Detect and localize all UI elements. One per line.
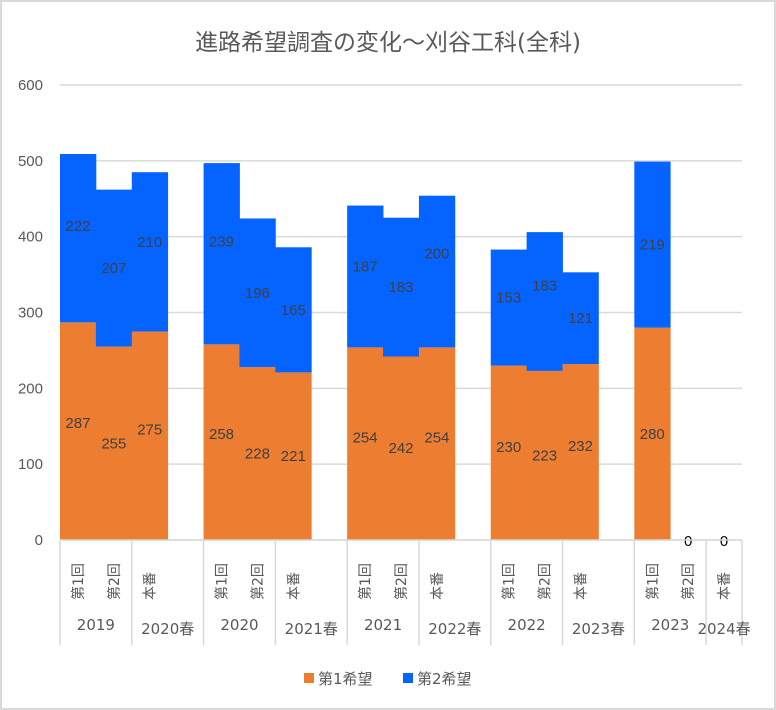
group-label: 2019 [77, 616, 115, 634]
bar-series-2[interactable] [239, 218, 276, 368]
bar-series-1[interactable] [418, 347, 456, 540]
y-tick-label: 200 [18, 380, 43, 397]
data-label-series-2: 196 [245, 285, 270, 302]
bar-series-1[interactable] [347, 347, 384, 540]
group-label: 2021 [364, 616, 402, 634]
y-tick-label: 300 [18, 305, 43, 322]
bar-series-1[interactable] [490, 365, 528, 540]
bar-series-2[interactable] [634, 161, 671, 328]
bars [60, 154, 671, 540]
data-label-series-2: 200 [424, 246, 449, 263]
category-label: 本番 [286, 572, 302, 600]
y-tick-label: 500 [18, 153, 43, 170]
data-label-series-1: 275 [137, 422, 162, 439]
bar-series-1[interactable] [275, 372, 312, 540]
bar-series-1[interactable] [526, 370, 563, 540]
data-label-series-1: 258 [209, 426, 234, 443]
legend-label-series-2: 第2希望 [417, 670, 472, 688]
bar-series-2[interactable] [275, 247, 312, 373]
bar-series-2[interactable] [203, 163, 240, 345]
data-label-series-2: 239 [209, 234, 234, 251]
data-label-series-2: 165 [281, 302, 306, 319]
data-label-series-1: 255 [101, 435, 126, 452]
group-label: 2021春 [285, 620, 338, 638]
legend: 第1希望 第2希望 [304, 670, 472, 688]
legend-item-series-2[interactable]: 第2希望 [403, 670, 472, 688]
category-label: 第1回 [357, 563, 374, 600]
data-label-series-2: 183 [388, 279, 413, 296]
category-label: 第2回 [249, 563, 266, 600]
data-label-series-1: 223 [532, 447, 557, 464]
bar-series-2[interactable] [490, 249, 528, 366]
bar-series-2[interactable] [562, 272, 599, 365]
data-label-series-2: 210 [137, 234, 162, 251]
category-label: 第2回 [680, 563, 697, 600]
legend-label-series-1: 第1希望 [318, 670, 373, 688]
bar-series-1[interactable] [95, 346, 133, 540]
data-label-series-2: 207 [101, 260, 126, 277]
category-label: 第2回 [393, 563, 410, 600]
data-label-series-2: 219 [640, 237, 665, 254]
category-label: 第2回 [106, 563, 123, 600]
data-label-series-1: 254 [424, 430, 449, 447]
category-label: 第2回 [537, 563, 554, 600]
group-label: 2023 [651, 616, 689, 634]
data-label-series-1: 287 [65, 415, 90, 432]
data-label-series-1: 232 [568, 438, 593, 455]
category-label: 第1回 [644, 563, 661, 600]
data-label-series-1: 221 [281, 448, 306, 465]
bar-series-2[interactable] [418, 195, 456, 348]
bar-series-1[interactable] [634, 327, 671, 540]
bar-series-1[interactable] [60, 322, 97, 540]
category-label: 本番 [573, 572, 589, 600]
y-tick-label: 100 [18, 456, 43, 473]
data-labels: 287 222 255 207 275 210 258 239 228 196 221 165 254 1… [65, 218, 728, 550]
data-label-series-1: 242 [388, 440, 413, 457]
data-label-series-1: 280 [640, 426, 665, 443]
category-label: 第1回 [501, 563, 518, 600]
y-axis: 0 100 200 300 400 500 600 [18, 77, 43, 549]
legend-swatch-series-2 [403, 673, 413, 683]
y-tick-label: 400 [18, 229, 43, 246]
y-tick-label: 600 [18, 77, 43, 94]
bar-series-1[interactable] [203, 344, 240, 540]
category-label: 第1回 [214, 563, 231, 600]
category-label: 本番 [717, 572, 733, 600]
data-label-series-1: 230 [496, 439, 521, 456]
bar-series-1[interactable] [131, 331, 169, 540]
x-axis: 第1回 第2回 本番 第1回 第2回 本番 第1回 第2回 本番 第1回 第2回 本番 第1回 第2回 本番… [59, 539, 751, 645]
group-label: 2022 [508, 616, 546, 634]
data-label-series-2: 183 [532, 278, 557, 295]
data-label-series-1: 0 [684, 533, 692, 550]
chart-title: 進路希望調査の変化～刈谷工科(全科) [195, 30, 581, 56]
bar-series-2[interactable] [60, 154, 97, 323]
bar-series-1[interactable] [383, 356, 420, 540]
y-tick-label: 0 [35, 532, 43, 549]
group-label: 2020 [220, 616, 258, 634]
category-label: 第1回 [70, 563, 87, 600]
data-label-series-1: 0 [720, 533, 728, 550]
bar-series-1[interactable] [562, 364, 599, 540]
data-label-series-2: 121 [568, 310, 593, 327]
group-label: 2022春 [428, 620, 481, 638]
data-label-series-2: 187 [353, 258, 378, 275]
bar-series-2[interactable] [526, 232, 563, 371]
data-label-series-2: 153 [496, 290, 521, 307]
bar-series-1[interactable] [239, 367, 276, 540]
group-label: 2020春 [141, 620, 194, 638]
bar-series-2[interactable] [131, 172, 169, 332]
data-label-series-1: 254 [353, 430, 378, 447]
group-label: 2024春 [697, 620, 750, 638]
legend-swatch-series-1 [304, 673, 314, 683]
data-label-series-2: 222 [65, 218, 90, 235]
category-label: 本番 [430, 572, 446, 600]
data-label-series-1: 228 [245, 446, 270, 463]
bar-series-2[interactable] [95, 189, 133, 347]
bar-series-2[interactable] [347, 205, 384, 348]
category-label: 本番 [143, 572, 159, 600]
bar-series-2[interactable] [383, 217, 420, 357]
legend-item-series-1[interactable]: 第1希望 [304, 670, 373, 688]
group-label: 2023春 [572, 620, 625, 638]
